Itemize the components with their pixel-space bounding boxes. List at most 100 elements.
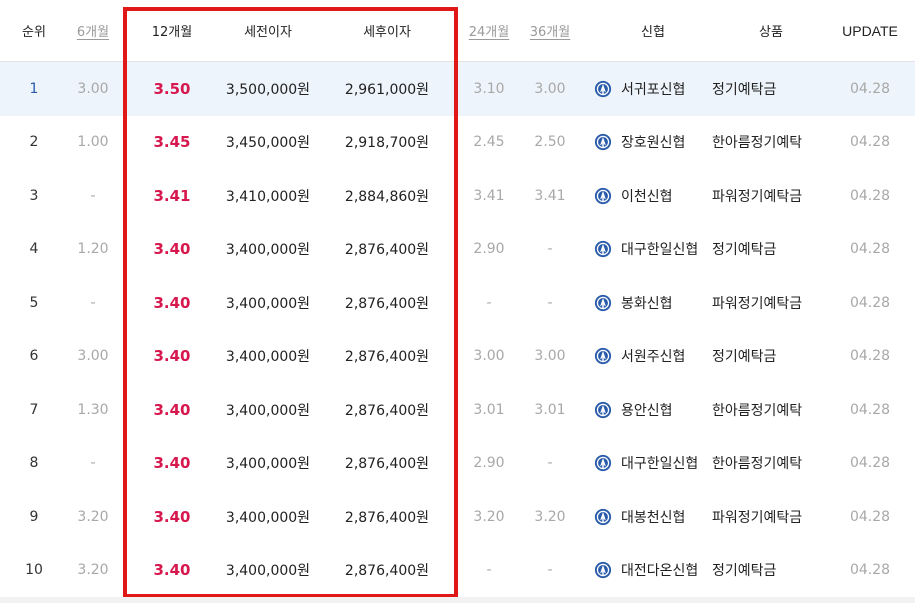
rate-36-month-cell: - bbox=[547, 294, 553, 311]
update-date-cell: 04.28 bbox=[849, 241, 891, 258]
header-posttax-interest: 세후이자 bbox=[363, 25, 411, 40]
rate-6-month-cell: - bbox=[90, 187, 96, 204]
pretax-interest-cell: 3,400,000원 bbox=[225, 402, 311, 419]
rate-24-month-cell: 3.10 bbox=[473, 80, 505, 97]
product-cell[interactable]: 한아름정기예탁 bbox=[712, 135, 803, 152]
rank-cell: 10 bbox=[25, 562, 43, 579]
posttax-interest-cell: 2,961,000원 bbox=[344, 81, 430, 98]
shinhyup-logo-icon bbox=[594, 80, 612, 97]
rank-cell: 9 bbox=[29, 508, 39, 525]
table-row[interactable]: 4 1.20 3.40 3,400,000원 2,876,400원 2.90 -… bbox=[0, 223, 915, 277]
header-product: 상품 bbox=[759, 25, 783, 40]
table-row[interactable]: 1 3.00 3.50 3,500,000원 2,961,000원 3.10 3… bbox=[0, 62, 915, 116]
header-24-month-link[interactable]: 24개월 bbox=[468, 25, 510, 40]
posttax-interest-cell: 2,876,400원 bbox=[344, 456, 430, 473]
header-36-month-link[interactable]: 36개월 bbox=[529, 25, 571, 40]
product-cell[interactable]: 정기예탁금 bbox=[712, 563, 777, 580]
product-cell[interactable]: 파워정기예탁금 bbox=[712, 188, 803, 205]
rate-24-month-cell: - bbox=[486, 294, 492, 311]
rank-cell: 2 bbox=[29, 134, 39, 151]
pretax-interest-cell: 3,400,000원 bbox=[225, 509, 311, 526]
rate-24-month-cell: 2.90 bbox=[473, 455, 505, 472]
table-row[interactable]: 8 - 3.40 3,400,000원 2,876,400원 2.90 - 대구… bbox=[0, 437, 915, 491]
rank-cell: 4 bbox=[29, 241, 39, 258]
header-6-month-link[interactable]: 6개월 bbox=[76, 25, 110, 40]
rate-12-month-cell: 3.40 bbox=[153, 507, 191, 526]
product-cell[interactable]: 한아름정기예탁 bbox=[712, 456, 803, 473]
bank-name: 대구한일신협 bbox=[621, 242, 699, 259]
rate-6-month-cell: 3.00 bbox=[77, 80, 109, 97]
rate-36-month-cell: 2.50 bbox=[534, 134, 566, 151]
bank-name: 대구한일신협 bbox=[621, 456, 699, 473]
bank-cell[interactable]: 대봉천신협 bbox=[594, 490, 712, 544]
rate-24-month-cell: - bbox=[486, 562, 492, 579]
posttax-interest-cell: 2,918,700원 bbox=[344, 135, 430, 152]
product-cell[interactable]: 한아름정기예탁 bbox=[712, 402, 803, 419]
rank-cell: 7 bbox=[29, 401, 39, 418]
bank-cell[interactable]: 대전다온신협 bbox=[594, 544, 712, 598]
bank-name: 장호원신협 bbox=[621, 135, 686, 152]
product-cell[interactable]: 정기예탁금 bbox=[712, 349, 777, 366]
table-row[interactable]: 9 3.20 3.40 3,400,000원 2,876,400원 3.20 3… bbox=[0, 490, 915, 544]
bank-cell[interactable]: 장호원신협 bbox=[594, 116, 712, 170]
header-12-month[interactable]: 12개월 bbox=[151, 25, 193, 40]
rate-24-month-cell: 3.01 bbox=[473, 401, 505, 418]
rate-36-month-cell: - bbox=[547, 455, 553, 472]
rate-12-month-cell: 3.45 bbox=[153, 133, 191, 152]
pretax-interest-cell: 3,410,000원 bbox=[225, 188, 311, 205]
rate-12-month-cell: 3.40 bbox=[153, 347, 191, 366]
bank-name: 용안신협 bbox=[621, 402, 673, 419]
update-date-cell: 04.28 bbox=[849, 294, 891, 311]
update-date-cell: 04.28 bbox=[849, 348, 891, 365]
bank-name: 이천신협 bbox=[621, 188, 673, 205]
shinhyup-logo-icon bbox=[594, 187, 612, 204]
bank-cell[interactable]: 서원주신협 bbox=[594, 330, 712, 384]
pretax-interest-cell: 3,400,000원 bbox=[225, 456, 311, 473]
table-row[interactable]: 7 1.30 3.40 3,400,000원 2,876,400원 3.01 3… bbox=[0, 383, 915, 437]
posttax-interest-cell: 2,876,400원 bbox=[344, 349, 430, 366]
rate-12-month-cell: 3.40 bbox=[153, 561, 191, 580]
update-date-cell: 04.28 bbox=[849, 80, 891, 97]
shinhyup-logo-icon bbox=[594, 455, 612, 472]
bank-cell[interactable]: 대구한일신협 bbox=[594, 437, 712, 491]
rate-24-month-cell: 3.00 bbox=[473, 348, 505, 365]
pretax-interest-cell: 3,400,000원 bbox=[225, 563, 311, 580]
bank-cell[interactable]: 서귀포신협 bbox=[594, 62, 712, 116]
shinhyup-logo-icon bbox=[594, 348, 612, 365]
shinhyup-logo-icon bbox=[594, 294, 612, 311]
table-row[interactable]: 2 1.00 3.45 3,450,000원 2,918,700원 2.45 2… bbox=[0, 116, 915, 170]
header-pretax-interest: 세전이자 bbox=[244, 25, 292, 40]
bank-cell[interactable]: 대구한일신협 bbox=[594, 223, 712, 277]
product-cell[interactable]: 파워정기예탁금 bbox=[712, 295, 803, 312]
posttax-interest-cell: 2,876,400원 bbox=[344, 242, 430, 259]
shinhyup-logo-icon bbox=[594, 134, 612, 151]
bank-cell[interactable]: 봉화신협 bbox=[594, 276, 712, 330]
table-row[interactable]: 10 3.20 3.40 3,400,000원 2,876,400원 - - 대… bbox=[0, 544, 915, 598]
bank-cell[interactable]: 이천신협 bbox=[594, 169, 712, 223]
product-cell[interactable]: 정기예탁금 bbox=[712, 242, 777, 259]
bank-name: 대전다온신협 bbox=[621, 563, 699, 580]
header-bank: 신협 bbox=[641, 25, 665, 40]
rate-6-month-cell: - bbox=[90, 455, 96, 472]
update-date-cell: 04.28 bbox=[849, 187, 891, 204]
rate-6-month-cell: 3.20 bbox=[77, 508, 109, 525]
update-date-cell: 04.28 bbox=[849, 401, 891, 418]
rate-36-month-cell: 3.20 bbox=[534, 508, 566, 525]
update-date-cell: 04.28 bbox=[849, 508, 891, 525]
table-row[interactable]: 3 - 3.41 3,410,000원 2,884,860원 3.41 3.41… bbox=[0, 169, 915, 223]
table-row[interactable]: 6 3.00 3.40 3,400,000원 2,876,400원 3.00 3… bbox=[0, 330, 915, 384]
shinhyup-logo-icon bbox=[594, 401, 612, 418]
rate-6-month-cell: 1.20 bbox=[77, 241, 109, 258]
rate-36-month-cell: - bbox=[547, 562, 553, 579]
rank-cell: 3 bbox=[29, 187, 39, 204]
bank-name: 서원주신협 bbox=[621, 349, 686, 366]
shinhyup-logo-icon bbox=[594, 562, 612, 579]
product-cell[interactable]: 정기예탁금 bbox=[712, 81, 777, 98]
bank-cell[interactable]: 용안신협 bbox=[594, 383, 712, 437]
bank-name: 봉화신협 bbox=[621, 295, 673, 312]
rank-cell: 6 bbox=[29, 348, 39, 365]
rate-6-month-cell: 1.00 bbox=[77, 134, 109, 151]
product-cell[interactable]: 파워정기예탁금 bbox=[712, 509, 803, 526]
rate-12-month-cell: 3.41 bbox=[153, 186, 191, 205]
table-row[interactable]: 5 - 3.40 3,400,000원 2,876,400원 - - 봉화신협 … bbox=[0, 276, 915, 330]
